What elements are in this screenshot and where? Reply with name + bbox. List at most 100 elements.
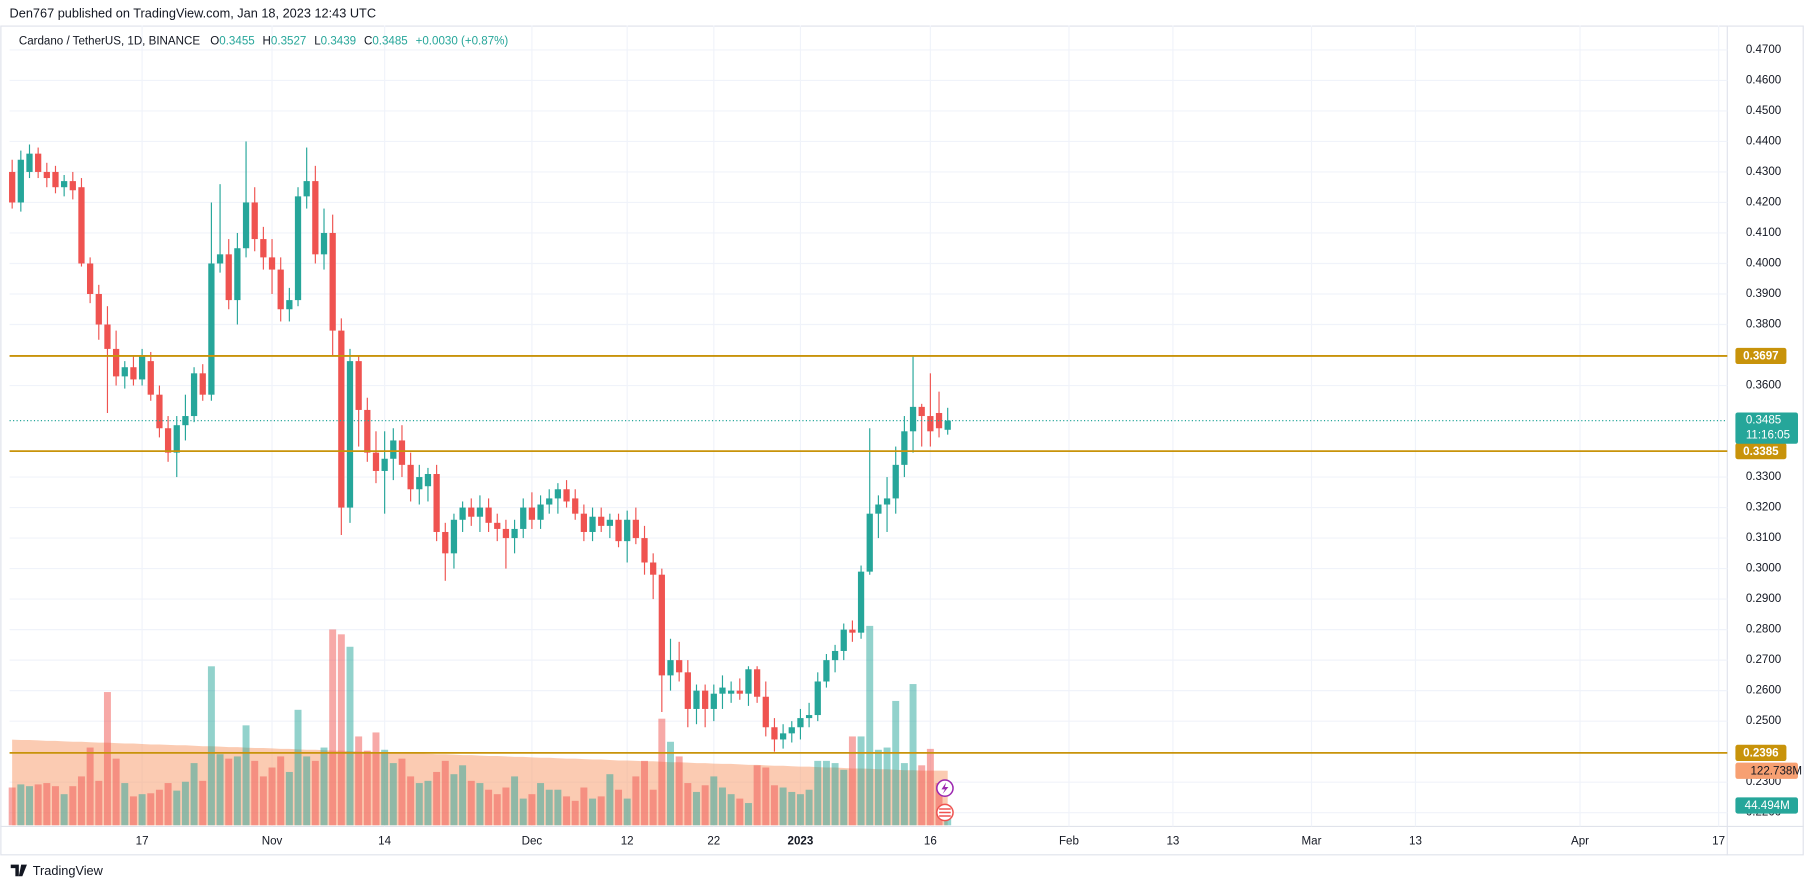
level-label: 0.2396: [1743, 748, 1779, 760]
volume-bar: [589, 798, 597, 826]
candle-body: [303, 181, 310, 197]
x-tick-label: 13: [1166, 836, 1179, 848]
y-tick-label: 0.4200: [1746, 197, 1781, 209]
volume-bar: [537, 783, 545, 826]
volume-bar: [883, 747, 891, 826]
candle-body: [416, 477, 423, 490]
volume-bar: [649, 789, 657, 826]
candle-body: [173, 425, 180, 453]
volume-bar: [909, 684, 917, 826]
candle-body: [190, 373, 198, 417]
x-tick-label: 12: [621, 836, 634, 848]
candle-body: [831, 650, 839, 661]
current-price-label: 0.3485: [1746, 415, 1781, 427]
candle-body: [78, 187, 85, 264]
candle-body: [294, 196, 302, 301]
volume-bar: [467, 780, 475, 826]
candle-body: [702, 690, 709, 709]
x-tick-label: Apr: [1571, 836, 1589, 848]
candle-body: [693, 690, 700, 709]
volume-bar: [86, 747, 94, 826]
volume-bar: [459, 765, 467, 826]
countdown-label: 11:16:05: [1746, 430, 1790, 442]
volume-bar: [190, 763, 198, 826]
change: +0.0030 (+0.87%): [416, 36, 509, 48]
volume-bar: [398, 758, 406, 826]
ohlc-letter: L: [314, 36, 321, 48]
candle-body: [840, 629, 847, 651]
candle-body: [251, 202, 258, 240]
candle-body: [277, 269, 284, 310]
volume-bar: [77, 776, 85, 826]
candle-body: [572, 498, 579, 514]
volume-bar: [762, 767, 770, 826]
volume-bar: [511, 776, 519, 826]
candle-body: [268, 257, 276, 270]
volume-bar: [363, 750, 371, 826]
volume-bar: [900, 763, 908, 826]
candle-body: [511, 528, 518, 539]
volume-bar: [26, 786, 33, 826]
candle-body: [355, 361, 362, 410]
y-tick-label: 0.3600: [1746, 380, 1781, 392]
volume-bar: [597, 796, 605, 826]
x-tick-label: 22: [707, 836, 720, 848]
volume-bar: [60, 794, 68, 826]
volume-box: [1735, 797, 1798, 814]
candle-body: [234, 248, 241, 301]
x-tick-label: Mar: [1302, 836, 1322, 848]
volume-bar: [216, 754, 224, 826]
volume-bar: [173, 790, 181, 826]
candle-body: [199, 373, 206, 395]
y-tick-label: 0.3000: [1746, 563, 1781, 575]
candle-body: [156, 394, 163, 429]
candle-body: [927, 416, 934, 432]
candle-body: [450, 519, 458, 554]
volume-bar: [667, 741, 674, 826]
volume-bar: [259, 776, 267, 826]
candle-body: [502, 528, 510, 539]
footer-brand[interactable]: TradingView: [33, 863, 104, 878]
candle-body: [606, 519, 613, 526]
x-tick-label: 14: [378, 836, 391, 848]
volume-bar: [268, 767, 276, 826]
volume-bar: [606, 774, 614, 826]
candle-body: [9, 171, 16, 203]
candle-body: [918, 406, 925, 417]
candle-body: [753, 669, 761, 697]
ohlc-value: 0.3439: [321, 36, 356, 48]
volume-bar: [718, 787, 726, 826]
volume-bar: [372, 732, 380, 826]
volume-bar: [95, 780, 103, 826]
candle-body: [650, 562, 657, 575]
candle-body: [779, 733, 787, 740]
candle-body: [398, 440, 406, 465]
level-label-box: [1735, 347, 1787, 365]
candle-body: [468, 507, 475, 517]
volume-bar: [770, 785, 778, 826]
candle-body: [407, 464, 414, 490]
candle-body: [580, 513, 588, 532]
y-tick-label: 0.3300: [1746, 471, 1781, 483]
candle-body: [901, 431, 908, 465]
candle-body: [476, 507, 484, 517]
volume-bar: [822, 760, 830, 826]
ohlc-value: 0.3527: [271, 36, 306, 48]
candle-body: [329, 232, 336, 331]
candle-body: [424, 474, 432, 487]
candle-body: [86, 263, 94, 294]
volume-bar: [329, 629, 337, 826]
candle-body: [121, 367, 128, 377]
candle-body: [147, 361, 154, 395]
candle-body: [346, 361, 354, 508]
candle-body: [130, 367, 137, 380]
candle-body: [710, 693, 717, 709]
volume-bar: [407, 776, 415, 826]
volume-bar: [320, 747, 328, 826]
y-tick-label: 0.2900: [1746, 593, 1781, 605]
volume-bar: [34, 784, 42, 826]
candle-body: [17, 159, 24, 203]
volume-bar: [433, 771, 441, 826]
volume-bar: [563, 796, 571, 826]
